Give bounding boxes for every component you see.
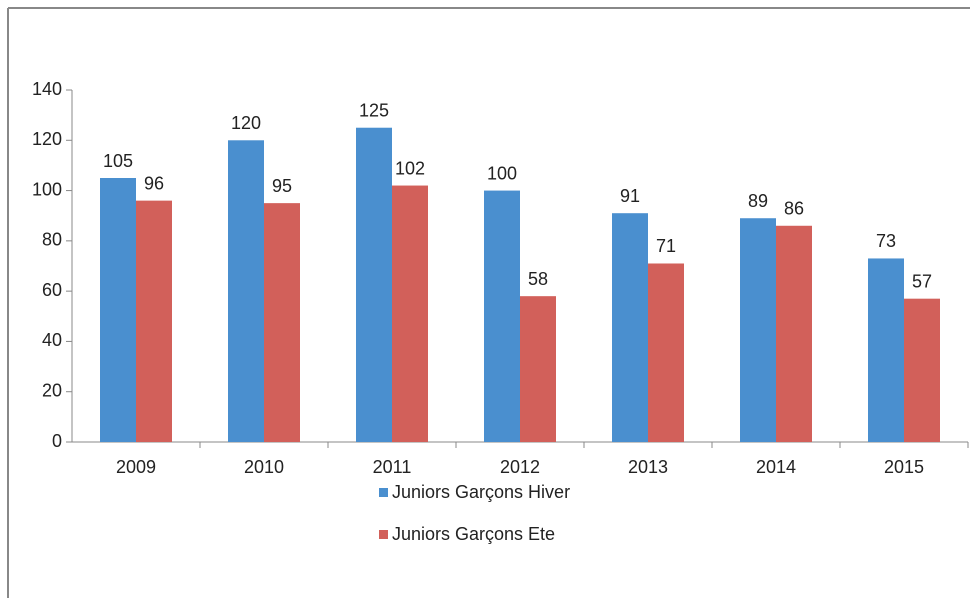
y-tick-label: 120 [32,129,62,149]
data-label: 73 [876,231,896,251]
bar [612,213,648,442]
x-tick-label: 2010 [244,457,284,477]
y-tick-label: 80 [42,230,62,250]
x-tick-label: 2012 [500,457,540,477]
bar [520,296,556,442]
data-label: 100 [487,163,517,183]
y-tick-label: 60 [42,280,62,300]
data-label: 91 [620,186,640,206]
data-label: 57 [912,271,932,291]
bar [136,200,172,442]
x-tick-label: 2014 [756,457,796,477]
bar [392,185,428,443]
x-tick-label: 2015 [884,457,924,477]
x-tick-label: 2009 [116,457,156,477]
data-label: 95 [272,176,292,196]
data-label: 125 [359,100,389,120]
data-label: 120 [231,113,261,133]
data-label: 89 [748,191,768,211]
y-tick-label: 0 [52,431,62,451]
x-tick-label: 2013 [628,457,668,477]
data-label: 58 [528,269,548,289]
data-label: 102 [395,158,425,178]
data-label: 71 [656,236,676,256]
x-tick-label: 2011 [373,457,412,477]
data-label: 86 [784,199,804,219]
legend-label: Juniors Garçons Hiver [392,482,570,502]
y-tick-label: 140 [32,79,62,99]
legend-label: Juniors Garçons Ete [392,524,555,544]
bar [484,190,520,442]
y-tick-label: 20 [42,380,62,400]
bar [776,225,812,442]
bar [100,178,136,442]
legend-swatch [379,488,388,497]
bar [648,263,684,442]
data-label: 105 [103,151,133,171]
bar [264,203,300,442]
bar [740,218,776,442]
y-tick-label: 40 [42,330,62,350]
bar [228,140,264,443]
bar [868,258,904,442]
data-label: 96 [144,173,164,193]
legend-swatch [379,530,388,539]
bar [904,298,940,442]
y-tick-label: 100 [32,179,62,199]
bar [356,127,392,442]
